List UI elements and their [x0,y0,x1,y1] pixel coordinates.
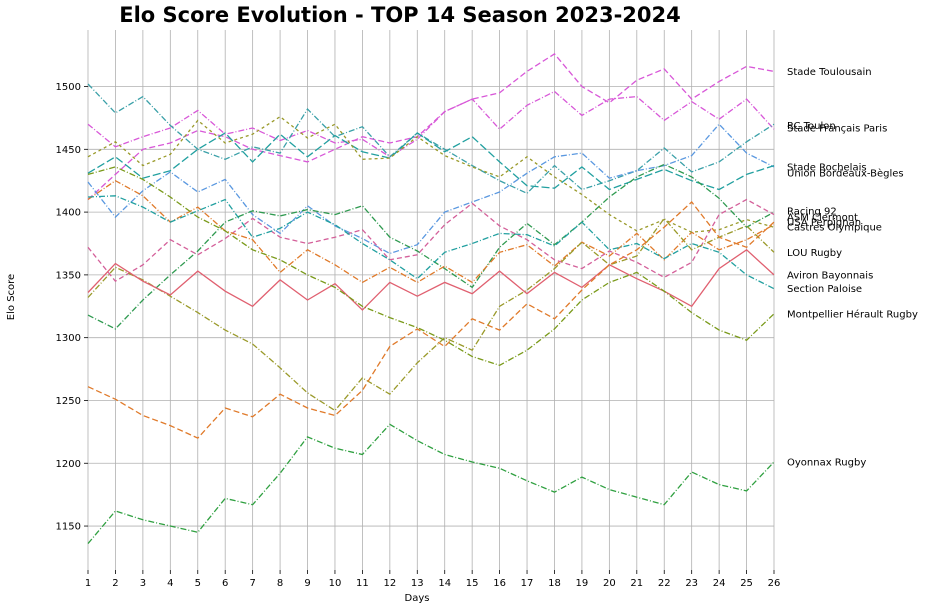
series-line [87,90,775,158]
series-end-label: Aviron Bayonnais [787,270,873,281]
grid-layer [87,30,775,570]
x-tick-label: 20 [603,578,616,589]
x-tick-label: 5 [195,578,201,589]
series-line [87,123,775,255]
series-end-label: Racing 92 [787,206,837,217]
x-tick-label: 6 [222,578,228,589]
ticks-layer: 1 2 3 4 5 6 7 8 9 10 11 12 13 14 15 16 17 18 19 20 21 22 23 24 2… [56,82,781,589]
x-tick-label: 2 [112,578,118,589]
x-tick-label: 7 [249,578,255,589]
x-tick-label: 19 [576,578,589,589]
x-tick-label: 26 [768,578,781,589]
x-tick-label: 24 [713,578,726,589]
series-end-label: Stade Français Paris [787,123,887,134]
x-tick-label: 1 [85,578,91,589]
x-tick-label: 12 [383,578,396,589]
x-tick-label: 16 [493,578,506,589]
series-end-label: Oyonnax Rugby [787,458,866,469]
series-line [87,248,775,311]
series-line [87,217,775,412]
chart-title: Elo Score Evolution - TOP 14 Season 2023… [119,3,681,27]
series-end-label: Section Paloise [787,284,862,295]
series-end-label: Union Bordeaux-Bègles [787,168,904,180]
x-tick-label: 3 [140,578,146,589]
series-line [87,423,775,545]
y-tick-label: 1150 [56,522,81,533]
x-tick-label: 13 [411,578,424,589]
series-end-label: Montpellier Hérault Rugby [787,308,918,320]
y-tick-label: 1450 [56,145,81,156]
y-axis-label: Elo Score [6,274,17,320]
x-tick-label: 4 [167,578,173,589]
x-tick-label: 14 [438,578,451,589]
series-line [87,163,775,330]
y-tick-label: 1500 [56,82,81,93]
series-line [87,201,775,439]
x-axis-label: Days [405,593,430,604]
x-tick-label: 10 [329,578,342,589]
series-end-label: Stade Toulousain [787,67,872,78]
series-line [87,179,775,284]
series-line [87,132,775,191]
x-tick-label: 22 [658,578,671,589]
series-layer [87,53,775,545]
y-tick-label: 1200 [56,459,81,470]
x-tick-label: 25 [740,578,753,589]
y-tick-label: 1400 [56,208,81,219]
x-tick-label: 18 [548,578,561,589]
series-line [87,166,775,367]
x-tick-label: 8 [277,578,283,589]
series-end-label: USA Perpignan [787,218,861,229]
series-line [87,53,775,200]
series-end-label: ASM Clermont [787,213,858,224]
series-line [87,195,775,290]
y-tick-label: 1250 [56,396,81,407]
y-tick-label: 1300 [56,333,81,344]
x-tick-label: 15 [466,578,479,589]
series-line [87,115,775,233]
series-end-label: Stade Rochelais [787,162,867,173]
x-tick-label: 17 [521,578,534,589]
series-end-label: LOU Rugby [787,248,842,259]
series-line [87,83,775,195]
x-tick-label: 9 [304,578,310,589]
x-tick-label: 21 [630,578,643,589]
x-tick-label: 11 [356,578,369,589]
series-line [87,198,775,283]
y-tick-label: 1350 [56,270,81,281]
x-tick-label: 23 [685,578,698,589]
series-end-label: RC Toulon [787,121,836,132]
series-end-label: Castres Olympique [787,223,882,234]
